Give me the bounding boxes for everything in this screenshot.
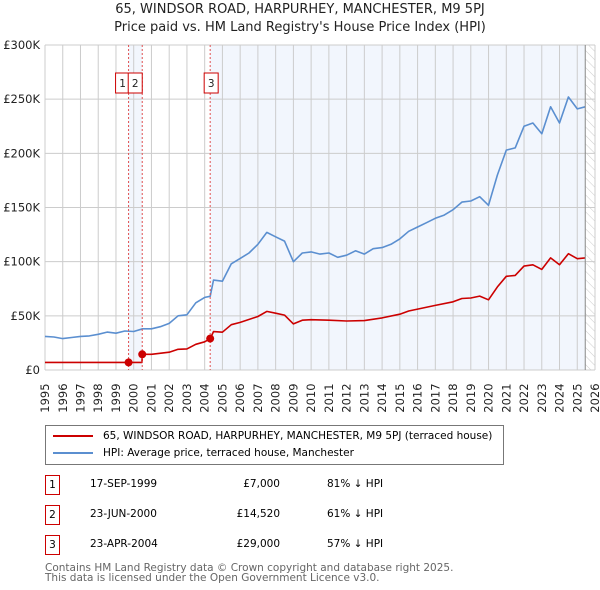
sale-number: 1 [45, 475, 60, 495]
hpi-line [44, 96, 586, 340]
sale-point [138, 350, 147, 359]
y-tick-label: £200K [3, 146, 40, 160]
legend-label: 65, WINDSOR ROAD, HARPURHEY, MANCHESTER,… [103, 430, 493, 442]
sale-label-box [127, 72, 143, 94]
sale-label-number: 1 [119, 78, 126, 90]
sale-point [206, 334, 215, 343]
x-tick-label: 2024 [553, 383, 567, 412]
x-tick-label: 2003 [180, 383, 194, 412]
x-tick-label: 2022 [517, 383, 531, 412]
x-tick-label: 2021 [499, 383, 513, 412]
y-tick-label: £150K [3, 201, 40, 215]
legend-label: HPI: Average price, terraced house, Manc… [103, 447, 354, 459]
x-tick-label: 2026 [588, 383, 600, 412]
x-tick-label: 2006 [233, 383, 247, 412]
sale-hpi-diff: 81% ↓ HPI [327, 478, 384, 490]
price-paid-line [45, 252, 586, 364]
x-tick-label: 2000 [127, 383, 141, 412]
legend-item-property: 65, WINDSOR ROAD, HARPURHEY, MANCHESTER,… [46, 430, 492, 442]
x-tick-label: 2001 [144, 383, 158, 412]
legend-swatch-red [53, 435, 93, 437]
x-tick-label: 2012 [340, 383, 354, 412]
y-tick-label: £50K [11, 309, 41, 323]
sale-date: 23-JUN-2000 [90, 508, 157, 520]
sale-row: 1 17-SEP-1999 £7,000 81% ↓ HPI [45, 475, 465, 495]
x-tick-label: 2011 [322, 383, 336, 412]
x-tick-label: 2023 [535, 383, 549, 412]
sale-number: 2 [45, 505, 60, 525]
x-tick-label: 2005 [215, 383, 229, 412]
x-tick-label: 1997 [74, 383, 88, 412]
x-tick-label: 1995 [38, 383, 52, 412]
x-tick-label: 2019 [464, 383, 478, 412]
sale-row: 2 23-JUN-2000 £14,520 61% ↓ HPI [45, 505, 465, 525]
sale-row: 3 23-APR-2004 £29,000 57% ↓ HPI [45, 535, 465, 555]
x-tick-label: 2015 [393, 383, 407, 412]
x-tick-label: 1999 [109, 383, 123, 412]
sale-date: 17-SEP-1999 [90, 478, 158, 490]
legend-item-hpi: HPI: Average price, terraced house, Manc… [46, 447, 354, 459]
x-tick-label: 2020 [482, 383, 496, 412]
x-tick-label: 2016 [411, 383, 425, 412]
sale-label-number: 3 [208, 78, 215, 90]
x-tick-label: 2014 [375, 383, 389, 412]
y-tick-label: £250K [3, 92, 40, 106]
y-tick-label: £100K [3, 255, 40, 269]
legend: 65, WINDSOR ROAD, HARPURHEY, MANCHESTER,… [45, 425, 504, 465]
sale-hpi-diff: 57% ↓ HPI [327, 538, 384, 550]
legend-swatch-blue [53, 452, 93, 454]
chart-subtitle: Price paid vs. HM Land Registry's House … [114, 20, 486, 35]
y-tick-label: £300K [3, 38, 40, 52]
sale-hpi-diff: 61% ↓ HPI [327, 508, 384, 520]
sale-point [124, 358, 133, 367]
x-tick-label: 2025 [570, 383, 584, 412]
sale-date: 23-APR-2004 [90, 538, 158, 550]
x-tick-label: 2018 [446, 383, 460, 412]
footer-licence: This data is licensed under the Open Gov… [45, 572, 380, 584]
sale-number: 3 [45, 535, 60, 555]
sale-label-number: 2 [132, 78, 139, 90]
x-tick-label: 1998 [91, 383, 105, 412]
x-tick-label: 2013 [357, 383, 371, 412]
x-tick-label: 2017 [428, 383, 442, 412]
sale-label-box [203, 72, 219, 94]
sale-price: £7,000 [243, 478, 280, 490]
x-tick-label: 2004 [198, 383, 212, 412]
sale-price: £29,000 [236, 538, 280, 550]
x-tick-label: 2008 [269, 383, 283, 412]
x-tick-label: 2009 [286, 383, 300, 412]
chart-title: 65, WINDSOR ROAD, HARPURHEY, MANCHESTER,… [115, 2, 485, 17]
x-tick-label: 1996 [56, 383, 70, 412]
x-tick-label: 2002 [162, 383, 176, 412]
x-tick-label: 2007 [251, 383, 265, 412]
sale-price: £14,520 [236, 508, 280, 520]
footer-copyright: Contains HM Land Registry data © Crown c… [45, 562, 454, 574]
x-tick-label: 2010 [304, 383, 318, 412]
y-tick-label: £0 [25, 363, 40, 377]
